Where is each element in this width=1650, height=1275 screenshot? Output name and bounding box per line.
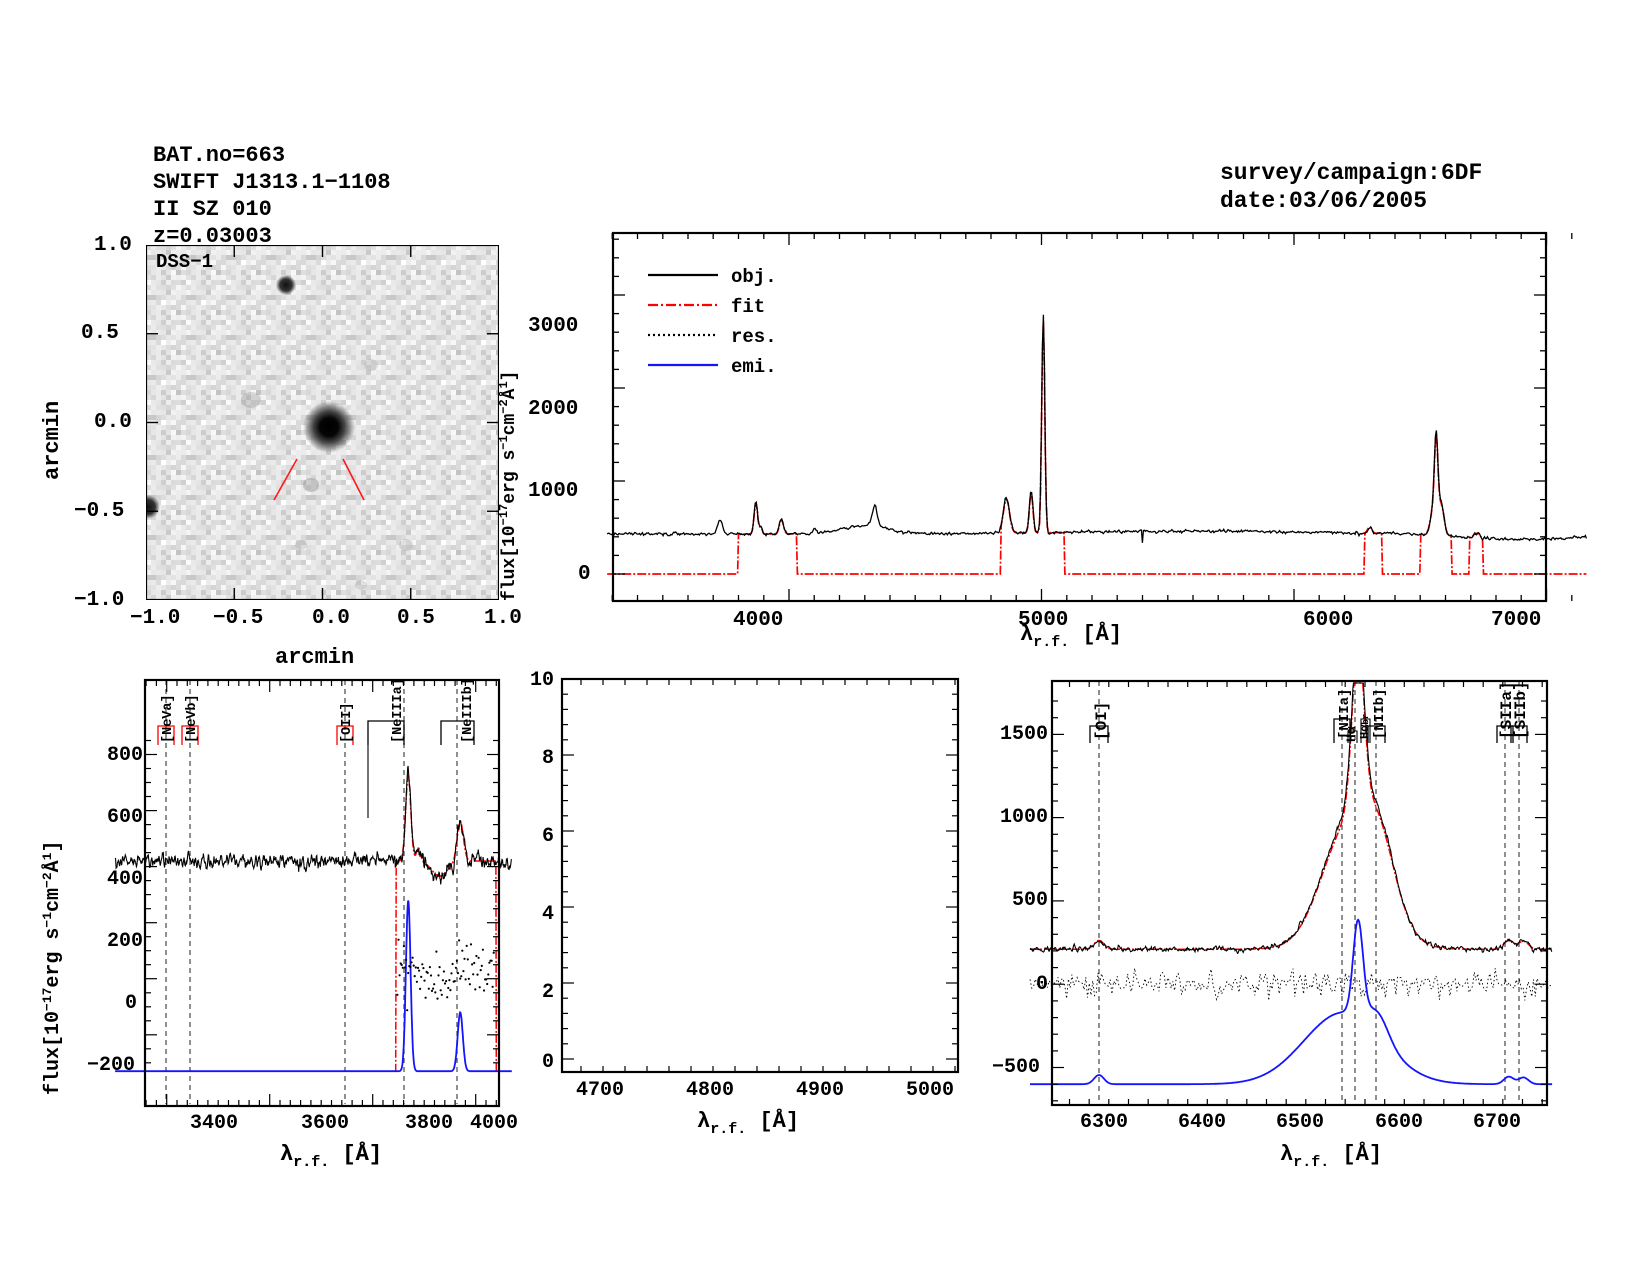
svg-text:[OI]: [OI]: [1093, 702, 1111, 740]
svg-text:fit: fit: [731, 296, 765, 318]
svg-text:Hα: Hα: [1344, 726, 1359, 742]
svg-text:[OII]: [OII]: [340, 702, 355, 743]
svg-text:[NeIIIa]: [NeIIIa]: [391, 678, 406, 743]
svg-text:[NeIIIb]: [NeIIIb]: [461, 678, 476, 743]
svg-text:res.: res.: [731, 326, 777, 348]
svg-text:emi.: emi.: [731, 356, 777, 378]
svg-text:[NIIb]: [NIIb]: [1372, 689, 1388, 739]
svg-text:[NeVb]: [NeVb]: [185, 694, 200, 743]
svg-text:[NeVa]: [NeVa]: [161, 694, 176, 743]
svg-text:[SIIb]: [SIIb]: [1512, 681, 1530, 739]
svg-text:DSS−1: DSS−1: [156, 251, 213, 273]
svg-text:obj.: obj.: [731, 266, 777, 288]
